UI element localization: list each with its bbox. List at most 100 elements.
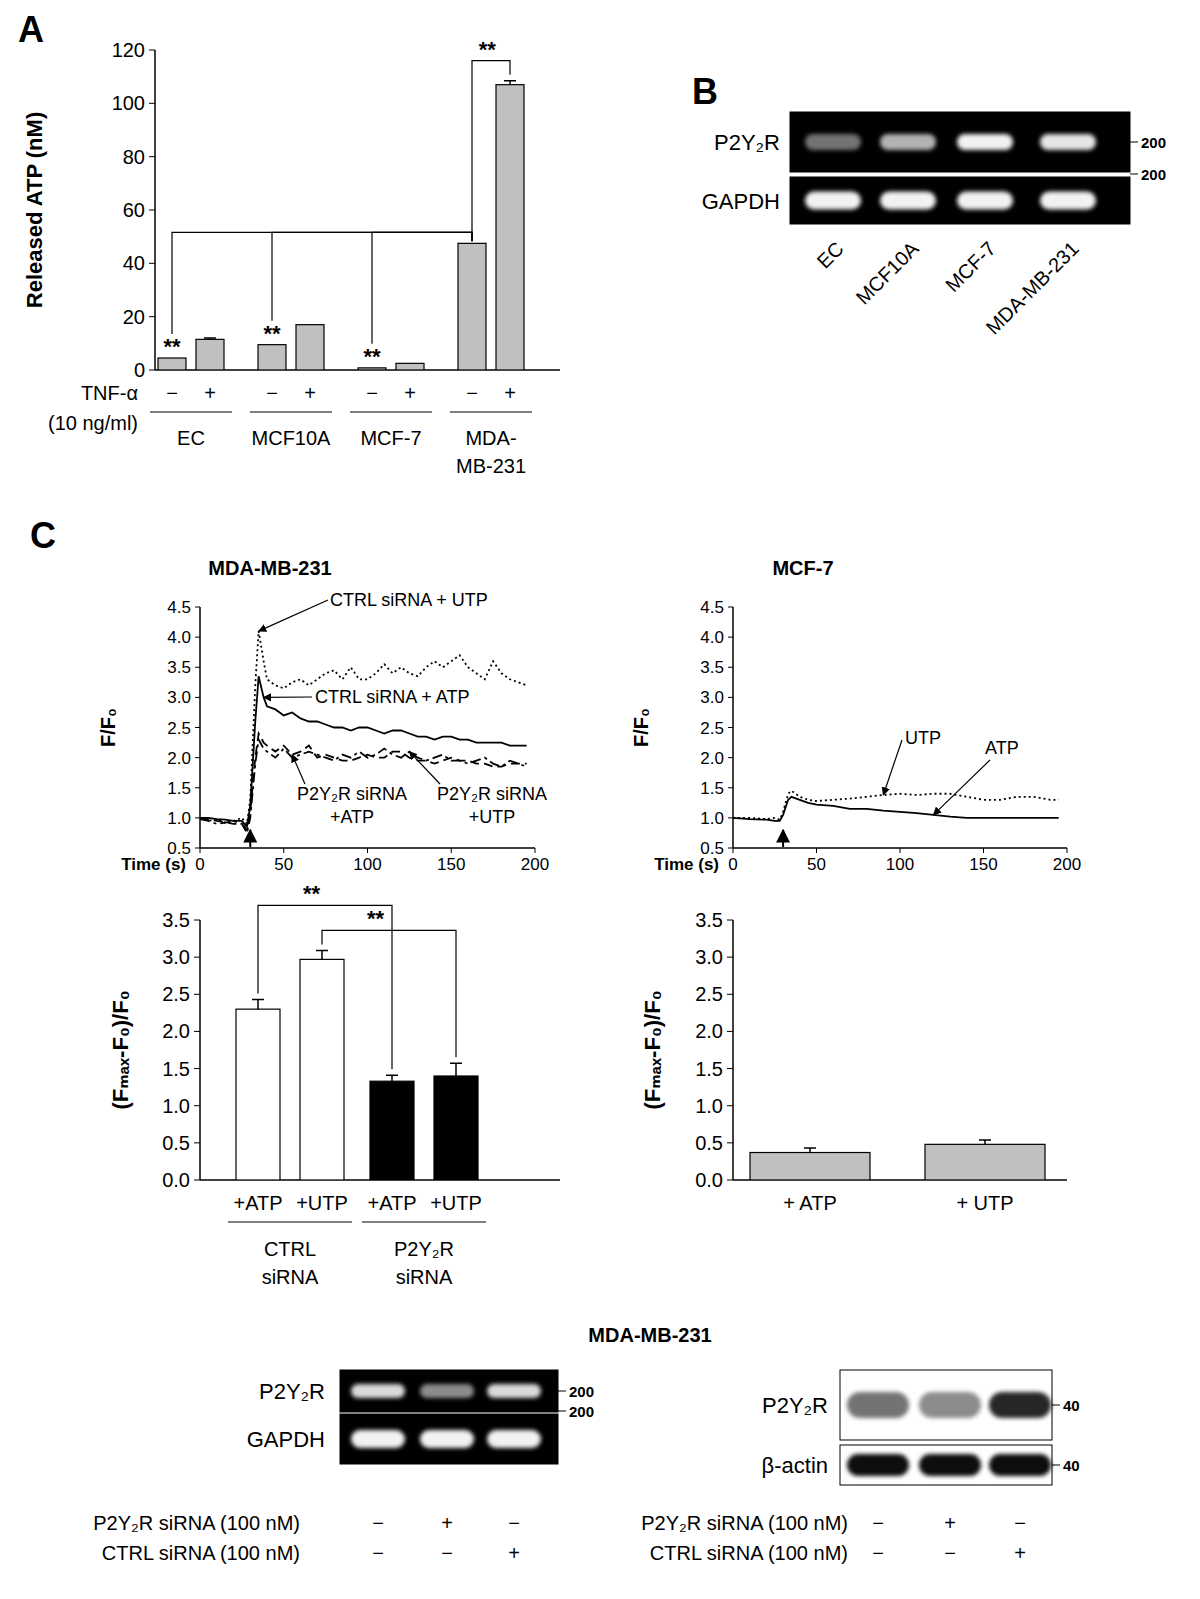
band (957, 192, 1013, 210)
group-label: EC (177, 427, 205, 449)
y-tick (727, 1068, 733, 1069)
condition-sign: − (372, 1542, 384, 1564)
group-line (350, 412, 432, 413)
row-label: β-actin (762, 1453, 828, 1478)
x-tick (367, 848, 368, 853)
significance-label: ** (263, 321, 281, 346)
gel-strip (840, 1445, 1052, 1485)
condition-sign: + (944, 1512, 956, 1534)
y-tick-label: 2.5 (695, 983, 723, 1005)
y-tick-label: 1.0 (700, 809, 724, 828)
y-tick (194, 1142, 200, 1143)
panel-label: B (692, 71, 718, 112)
gel-strip (790, 177, 1130, 224)
group-line (362, 1222, 486, 1223)
row-label: GAPDH (702, 189, 780, 214)
gel-strip (340, 1414, 558, 1464)
band (351, 1384, 405, 1398)
error-bar (386, 1075, 398, 1081)
band (420, 1430, 474, 1448)
x-axis-label: (10 ng/ml) (48, 412, 138, 434)
marks (158, 81, 524, 370)
band (487, 1430, 541, 1448)
condition-label: P2Y₂R siRNA (100 nM) (93, 1512, 300, 1534)
y-tick-label: 1.0 (162, 1095, 190, 1117)
group-label: MDA- (465, 427, 516, 449)
band (989, 1392, 1051, 1418)
category-label: +ATP (367, 1192, 416, 1214)
series-label: ATP (985, 738, 1019, 758)
condition-sign: − (372, 1512, 384, 1534)
y-tick (194, 1105, 200, 1106)
y-tick (727, 994, 733, 995)
y-tick (195, 667, 200, 668)
bar (458, 243, 486, 370)
error-bar (979, 1140, 991, 1144)
y-tick (149, 316, 155, 317)
size-marker: 200 (569, 1383, 594, 1400)
row-label: GAPDH (247, 1427, 325, 1452)
y-tick-label: 60 (123, 199, 145, 221)
bar (370, 1081, 414, 1180)
y-tick-label: 1.5 (695, 1058, 723, 1080)
marker-tick (1130, 174, 1138, 175)
y-tick-label: 4.0 (700, 628, 724, 647)
section-title: MDA-MB-231 (588, 1324, 711, 1346)
condition-sign: − (944, 1542, 956, 1564)
band (420, 1384, 474, 1398)
y-tick-label: 3.5 (695, 909, 723, 931)
y-tick (727, 920, 733, 921)
label-arrow (264, 696, 312, 698)
x-tick (900, 848, 901, 853)
y-tick-label: 3.5 (162, 909, 190, 931)
label-arrow (292, 755, 305, 784)
condition-label: CTRL siRNA (100 nM) (102, 1542, 300, 1564)
series-line (200, 734, 527, 830)
y-tick (149, 50, 155, 51)
x-tick (733, 848, 734, 853)
marker-tick (558, 1391, 566, 1392)
y-tick (149, 370, 155, 371)
y-tick-label: 1.5 (167, 779, 191, 798)
label-arrow (259, 600, 328, 631)
band (1040, 134, 1096, 150)
x-tick-label: 100 (886, 855, 914, 874)
y-axis-label: (Fₘₐₓ-F₀)/F₀ (108, 990, 133, 1109)
category-label: − (466, 382, 478, 404)
x-tick-label: 50 (274, 855, 293, 874)
category-label: + ATP (783, 1192, 837, 1214)
line-chart: 0501001502000.51.01.52.02.53.03.54.04.5T… (630, 557, 1081, 874)
size-marker: 40 (1063, 1457, 1080, 1474)
y-axis-label: (Fₘₐₓ-F₀)/F₀ (640, 990, 665, 1109)
y-tick (195, 787, 200, 788)
bar (196, 339, 224, 370)
series-label: +ATP (330, 807, 374, 827)
y-tick-label: 3.0 (167, 688, 191, 707)
figure: ABC020406080100120Released ATP (nM)−+−+−… (0, 0, 1200, 1599)
x-axis-label: TNF-α (81, 382, 138, 404)
bar-chart: 0.00.51.01.52.02.53.03.5(Fₘₐₓ-F₀)/F₀+ATP… (108, 881, 560, 1288)
error-bar (316, 950, 328, 959)
condition-sign: − (441, 1542, 453, 1564)
group-label: siRNA (396, 1266, 453, 1288)
y-tick-label: 1.0 (167, 809, 191, 828)
band (805, 192, 861, 210)
y-tick (728, 787, 733, 788)
gel-strip (840, 1370, 1052, 1440)
group-line (450, 412, 532, 413)
condition-sign: + (441, 1512, 453, 1534)
category-label: +UTP (430, 1192, 482, 1214)
y-tick (727, 1142, 733, 1143)
lane-label: MDA-MB-231 (982, 237, 1083, 338)
group-label: MB-231 (456, 455, 526, 477)
stimulus-arrow (249, 830, 251, 847)
y-tick (149, 103, 155, 104)
x-axis-label: Time (s) (121, 855, 186, 874)
gel: P2Y₂R200GAPDH200P2Y₂R siRNA (100 nM)−+−C… (93, 1370, 594, 1564)
y-tick (195, 848, 200, 849)
band (919, 1454, 981, 1476)
category-label: + (204, 382, 216, 404)
condition-sign: − (872, 1542, 884, 1564)
size-marker: 200 (1141, 166, 1166, 183)
category-label: + (304, 382, 316, 404)
